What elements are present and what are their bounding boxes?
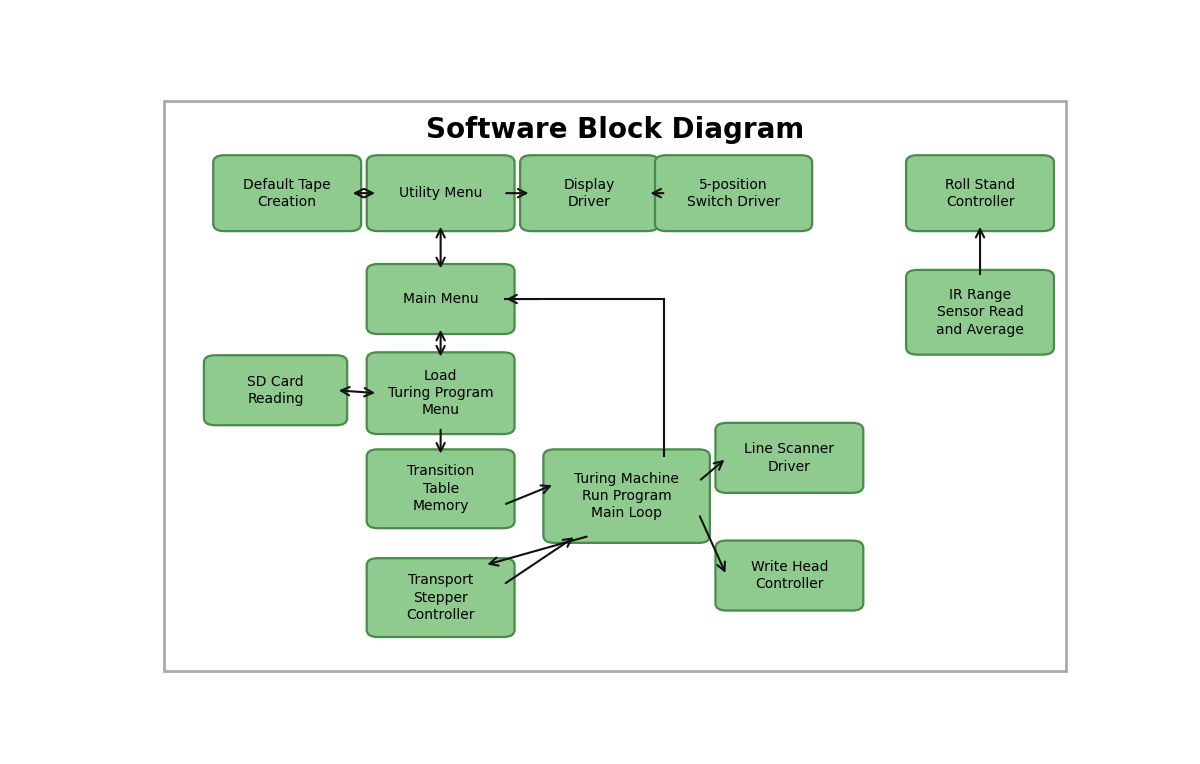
FancyBboxPatch shape bbox=[367, 449, 515, 528]
Text: Utility Menu: Utility Menu bbox=[398, 186, 482, 200]
Text: Roll Stand
Controller: Roll Stand Controller bbox=[944, 177, 1015, 209]
Text: Transport
Stepper
Controller: Transport Stepper Controller bbox=[407, 573, 475, 622]
FancyBboxPatch shape bbox=[715, 541, 863, 610]
Text: Write Head
Controller: Write Head Controller bbox=[751, 560, 828, 591]
Text: Main Menu: Main Menu bbox=[403, 292, 479, 306]
FancyBboxPatch shape bbox=[906, 155, 1054, 231]
FancyBboxPatch shape bbox=[204, 355, 347, 426]
FancyBboxPatch shape bbox=[544, 449, 710, 543]
Text: Load
Turing Program
Menu: Load Turing Program Menu bbox=[388, 369, 493, 417]
Text: IR Range
Sensor Read
and Average: IR Range Sensor Read and Average bbox=[936, 288, 1024, 337]
Text: Turing Machine
Run Program
Main Loop: Turing Machine Run Program Main Loop bbox=[574, 472, 679, 520]
Text: 5-position
Switch Driver: 5-position Switch Driver bbox=[688, 177, 780, 209]
FancyBboxPatch shape bbox=[214, 155, 361, 231]
FancyBboxPatch shape bbox=[715, 423, 863, 493]
FancyBboxPatch shape bbox=[367, 352, 515, 434]
FancyBboxPatch shape bbox=[520, 155, 659, 231]
FancyBboxPatch shape bbox=[906, 270, 1054, 354]
Text: Display
Driver: Display Driver bbox=[564, 177, 616, 209]
FancyBboxPatch shape bbox=[367, 558, 515, 637]
Text: Default Tape
Creation: Default Tape Creation bbox=[244, 177, 331, 209]
FancyBboxPatch shape bbox=[367, 155, 515, 231]
FancyBboxPatch shape bbox=[367, 264, 515, 334]
FancyBboxPatch shape bbox=[164, 101, 1066, 671]
Text: SD Card
Reading: SD Card Reading bbox=[247, 374, 304, 406]
Text: Software Block Diagram: Software Block Diagram bbox=[426, 116, 804, 144]
Text: Transition
Table
Memory: Transition Table Memory bbox=[407, 465, 474, 513]
FancyBboxPatch shape bbox=[655, 155, 812, 231]
Text: Line Scanner
Driver: Line Scanner Driver bbox=[744, 442, 834, 474]
